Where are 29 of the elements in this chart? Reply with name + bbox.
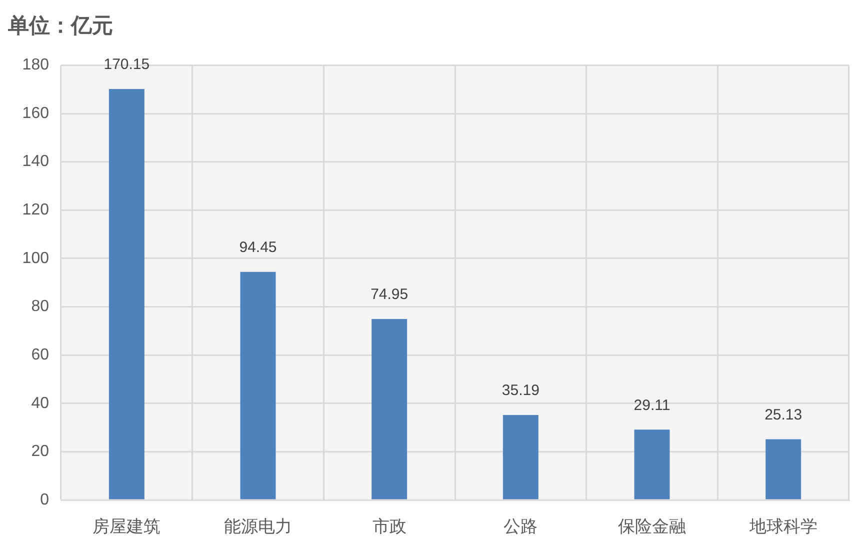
y-tick-label: 80: [31, 298, 50, 316]
y-tick-label: 60: [31, 346, 50, 364]
y-tick-label: 0: [40, 491, 50, 508]
chart-title: 单位：亿元: [7, 14, 113, 38]
y-tick-label: 120: [22, 202, 50, 219]
y-tick-label: 20: [31, 443, 50, 460]
bar: [240, 272, 276, 500]
data-label: 35.19: [502, 382, 540, 400]
y-tick-label: 180: [22, 56, 50, 74]
data-label: 170.15: [104, 56, 150, 74]
y-tick-label: 160: [22, 104, 50, 122]
x-tick-label: 房屋建筑: [92, 516, 161, 536]
bar: [634, 430, 670, 500]
y-tick-label: 40: [31, 394, 50, 412]
y-tick-label: 140: [22, 153, 50, 170]
bar: [502, 414, 538, 500]
x-tick-label: 能源电力: [224, 516, 292, 536]
data-label: 74.95: [370, 286, 408, 304]
x-tick-label: 保险金融: [618, 516, 686, 536]
data-label: 25.13: [764, 406, 802, 424]
data-label: 94.45: [239, 238, 277, 256]
x-tick-label: 公路: [504, 516, 538, 536]
x-tick-label: 市政: [372, 516, 406, 536]
y-tick-label: 100: [22, 250, 50, 267]
data-label: 29.11: [634, 396, 670, 414]
bar: [766, 439, 802, 500]
x-tick-label: 地球科学: [748, 516, 818, 536]
bar: [108, 88, 144, 500]
bar: [372, 318, 408, 500]
